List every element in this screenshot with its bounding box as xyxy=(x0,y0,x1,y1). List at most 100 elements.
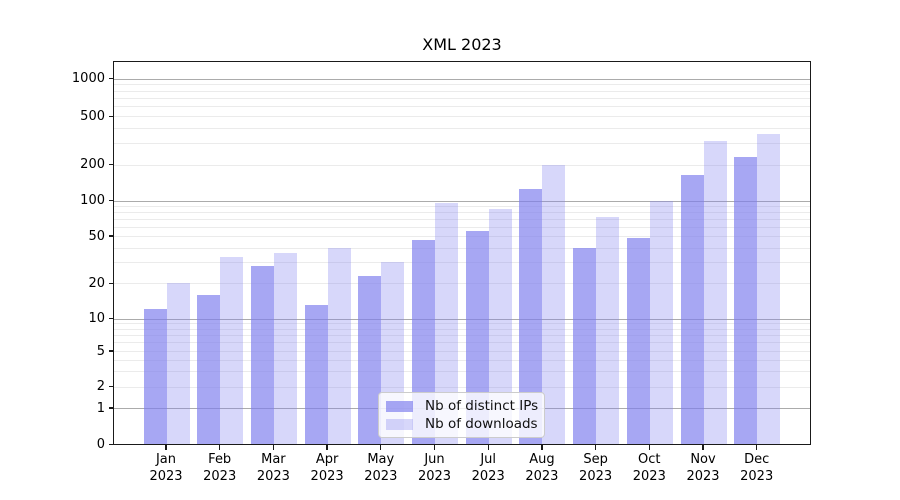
bar-downloads-dec-2023 xyxy=(757,133,781,445)
gridline-minor-50 xyxy=(113,236,811,237)
bar-downloads-mar-2023 xyxy=(273,252,297,445)
y-tick-mark-200 xyxy=(108,163,113,166)
gridline-minor-4 xyxy=(113,359,811,361)
y-tick-mark-5 xyxy=(108,350,113,352)
x-tick-mark-mar-2023 xyxy=(272,445,275,450)
gridline-minor-80 xyxy=(113,211,811,213)
bar-distinct-ips-mar-2023 xyxy=(250,265,274,445)
x-tick-year: 2023 xyxy=(256,469,290,484)
x-tick-year: 2023 xyxy=(203,469,237,484)
bar-downloads-apr-2023 xyxy=(327,247,351,445)
x-tick-mark-may-2023 xyxy=(380,445,382,450)
y-tick-mark-2 xyxy=(108,386,113,388)
x-tick-label-may-2023: May 2023 xyxy=(349,451,413,485)
x-tick-month: Jul xyxy=(480,452,497,467)
bar-downloads-aug-2023 xyxy=(542,164,566,445)
x-tick-label-dec-2023: Dec 2023 xyxy=(725,451,789,485)
y-tick-label-5: 5 xyxy=(96,343,105,359)
gridline-minor-800 xyxy=(113,90,811,92)
y-tick-mark-50 xyxy=(108,235,113,237)
x-tick-label-apr-2023: Apr 2023 xyxy=(295,451,359,485)
bar-distinct-ips-jan-2023 xyxy=(143,309,167,445)
x-tick-mark-feb-2023 xyxy=(219,445,221,450)
bar-distinct-ips-dec-2023 xyxy=(734,157,758,445)
x-tick-label-oct-2023: Oct 2023 xyxy=(617,451,681,485)
gridline-major-1000 xyxy=(113,78,811,80)
y-tick-label-10: 10 xyxy=(88,311,105,326)
bar-distinct-ips-feb-2023 xyxy=(197,294,221,445)
x-tick-month: Apr xyxy=(315,452,339,467)
gridline-minor-700 xyxy=(113,97,811,99)
gridline-minor-600 xyxy=(113,106,811,108)
legend-label-distinct-ips: Nb of distinct IPs xyxy=(425,398,539,414)
legend-item-distinct-ips: Nb of distinct IPs xyxy=(386,398,539,414)
gridline-minor-2 xyxy=(113,386,811,388)
gridline-major-10 xyxy=(113,318,811,320)
x-tick-label-sep-2023: Sep 2023 xyxy=(564,451,628,485)
x-tick-mark-apr-2023 xyxy=(326,445,328,450)
bar-downloads-sep-2023 xyxy=(596,217,620,445)
x-tick-year: 2023 xyxy=(149,469,183,484)
x-tick-month: Oct xyxy=(638,452,661,467)
gridline-minor-7 xyxy=(113,335,811,337)
bar-distinct-ips-may-2023 xyxy=(358,276,382,445)
x-tick-year: 2023 xyxy=(364,469,398,484)
x-tick-year: 2023 xyxy=(632,469,666,484)
legend-item-downloads: Nb of downloads xyxy=(386,416,538,432)
bar-downloads-jun-2023 xyxy=(435,203,458,445)
x-tick-year: 2023 xyxy=(471,469,505,484)
x-tick-mark-dec-2023 xyxy=(756,445,758,450)
legend-label-downloads: Nb of downloads xyxy=(425,416,538,432)
legend-swatch-downloads-icon xyxy=(386,418,413,430)
y-tick-mark-10 xyxy=(108,317,113,320)
x-tick-label-aug-2023: Aug 2023 xyxy=(510,451,574,485)
y-tick-label-0: 0 xyxy=(96,437,105,452)
y-tick-label-1000: 1000 xyxy=(71,71,105,86)
bar-downloads-jul-2023 xyxy=(488,208,512,445)
y-tick-mark-500 xyxy=(108,115,113,117)
y-tick-mark-0 xyxy=(108,443,113,446)
x-tick-label-jun-2023: Jun 2023 xyxy=(403,451,467,485)
bar-downloads-oct-2023 xyxy=(649,200,673,445)
y-tick-label-1: 1 xyxy=(96,400,105,416)
x-tick-month: May xyxy=(367,452,395,467)
gridline-minor-60 xyxy=(113,226,811,228)
bar-distinct-ips-sep-2023 xyxy=(573,247,597,445)
x-tick-month: Dec xyxy=(744,452,770,467)
bar-downloads-feb-2023 xyxy=(220,257,244,445)
bar-distinct-ips-oct-2023 xyxy=(626,238,650,445)
x-tick-month: Sep xyxy=(583,452,608,467)
x-tick-month: Nov xyxy=(690,452,716,467)
y-tick-label-100: 100 xyxy=(80,193,105,208)
gridline-major-100 xyxy=(113,200,811,202)
x-tick-label-jan-2023: Jan 2023 xyxy=(134,451,198,485)
gridline-minor-40 xyxy=(113,247,811,249)
gridline-minor-900 xyxy=(113,84,811,86)
x-tick-mark-sep-2023 xyxy=(594,445,597,450)
x-tick-month: Jan xyxy=(155,452,177,467)
gridline-minor-5 xyxy=(113,351,811,352)
y-tick-mark-20 xyxy=(108,282,113,284)
bar-distinct-ips-nov-2023 xyxy=(680,174,704,445)
gridline-minor-300 xyxy=(113,143,811,145)
legend: Nb of distinct IPs Nb of downloads xyxy=(378,392,545,438)
y-tick-mark-100 xyxy=(108,199,113,202)
x-tick-year: 2023 xyxy=(740,469,774,484)
x-tick-year: 2023 xyxy=(310,469,344,484)
x-tick-month: Aug xyxy=(529,452,555,467)
y-tick-label-200: 200 xyxy=(80,157,105,172)
x-tick-year: 2023 xyxy=(417,469,452,484)
x-tick-label-jul-2023: Jul 2023 xyxy=(456,451,520,485)
y-tick-label-50: 50 xyxy=(88,228,105,244)
bar-downloads-nov-2023 xyxy=(703,141,727,445)
gridline-minor-200 xyxy=(113,164,811,166)
x-tick-year: 2023 xyxy=(525,469,559,484)
x-tick-month: Jun xyxy=(424,452,445,467)
x-tick-mark-jan-2023 xyxy=(165,445,167,450)
x-tick-month: Mar xyxy=(261,452,286,467)
gridline-minor-500 xyxy=(113,116,811,118)
gridline-minor-20 xyxy=(113,283,811,285)
gridline-minor-9 xyxy=(113,323,811,325)
y-tick-label-2: 2 xyxy=(96,379,105,395)
